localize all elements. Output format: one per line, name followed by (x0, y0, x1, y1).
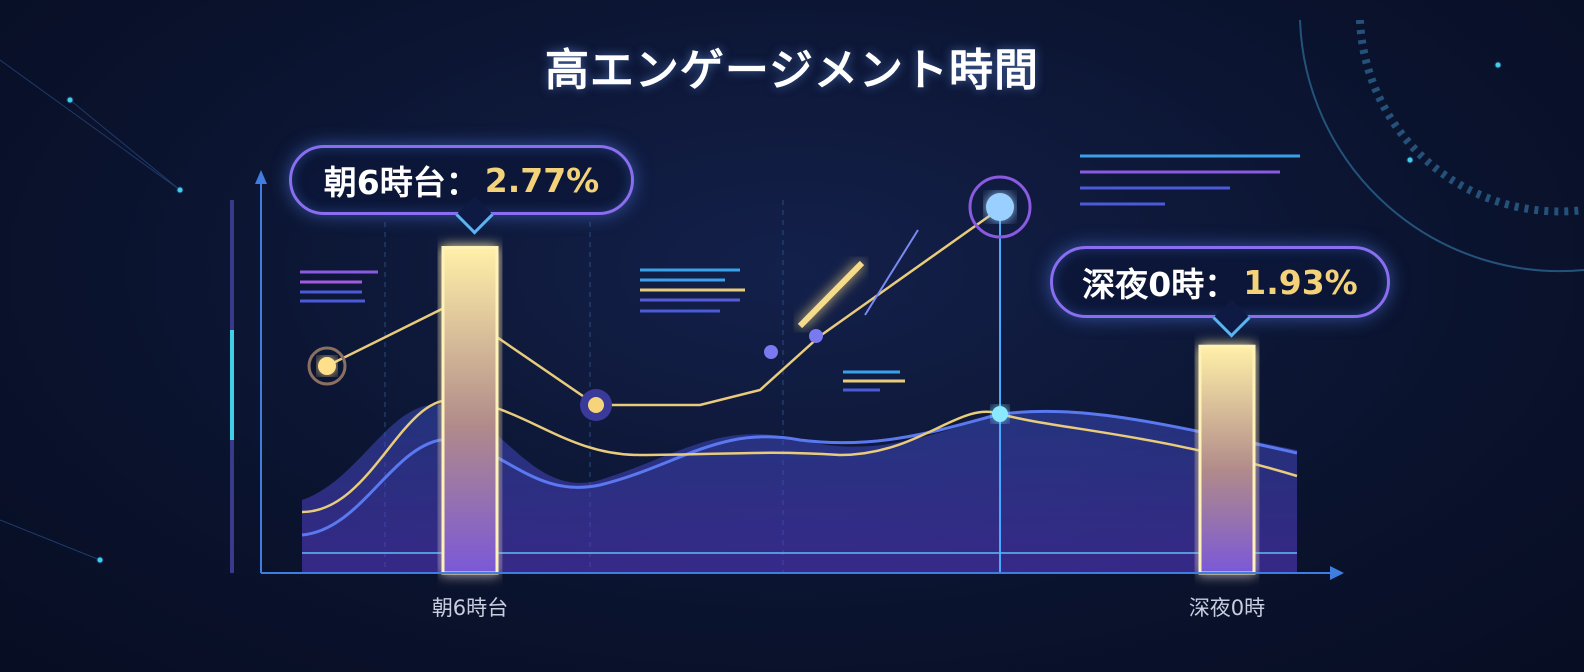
x-axis-arrow (1330, 566, 1344, 580)
callout-midnight: 深夜0時： 1.93% (1050, 246, 1390, 338)
markers (307, 175, 1032, 422)
callout-midnight-label: 深夜0時： (1082, 265, 1238, 304)
axes (230, 170, 1344, 580)
x-tick-label-midnight: 深夜0時 (1188, 596, 1266, 620)
background-area (302, 404, 1297, 573)
y-axis-arrow (255, 170, 267, 184)
callout-morning-label: 朝6時台： (323, 163, 479, 202)
bar-0 (441, 246, 499, 575)
x-tick-label-morning: 朝6時台 (431, 596, 509, 620)
trend-arrow (864, 229, 919, 316)
chart-title: 高エンゲージメント時間 (544, 45, 1040, 96)
callout-morning: 朝6時台： 2.77% (289, 145, 634, 235)
callout-midnight-value: 1.93% (1243, 262, 1358, 302)
decor-slash (797, 260, 865, 329)
decor-network (0, 19, 1584, 564)
decor-text-lines (300, 154, 1300, 392)
gold-trend-line (301, 398, 1298, 514)
gold-connector-line (326, 205, 1003, 407)
callout-morning-value: 2.77% (484, 160, 600, 200)
bar-1 (1198, 344, 1256, 575)
blue-trend-line (301, 409, 1298, 537)
